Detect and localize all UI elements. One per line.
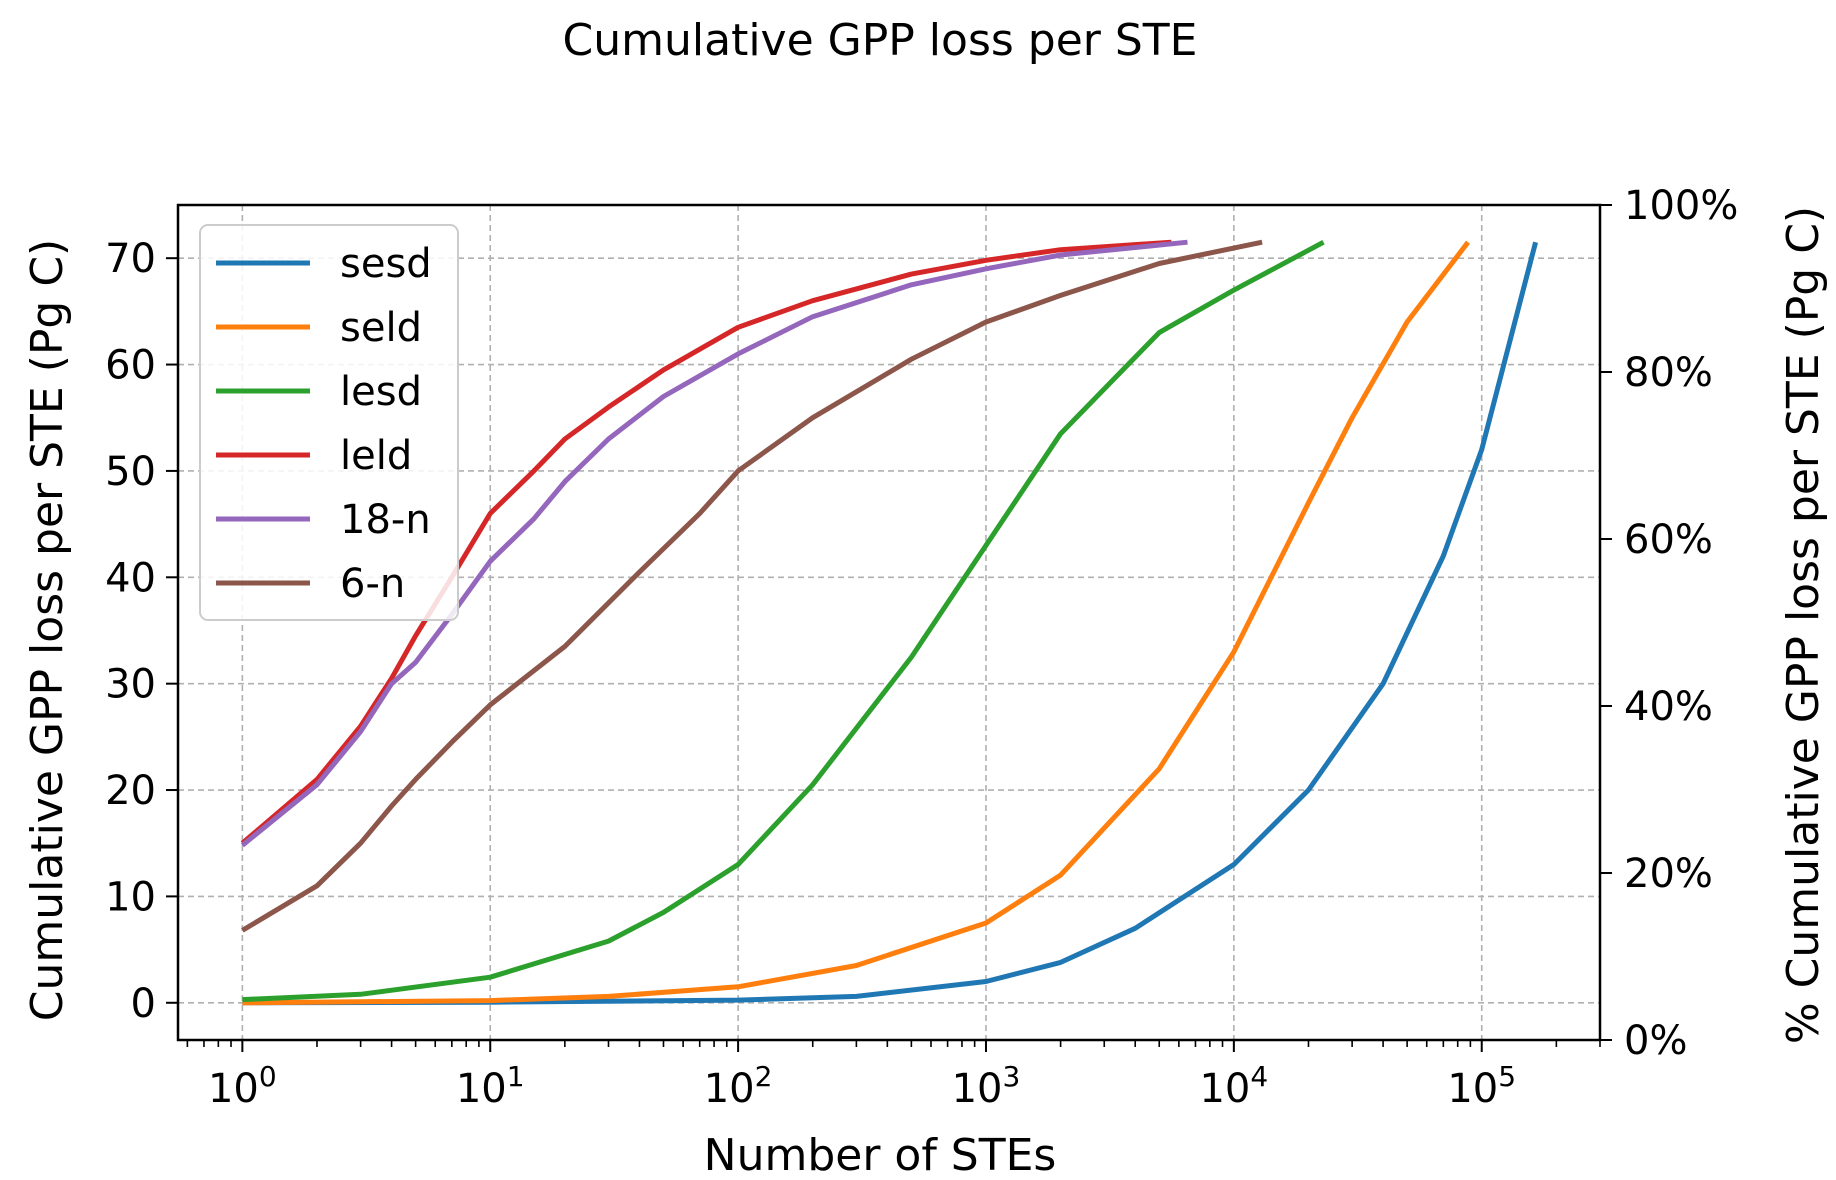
x-axis-label: Number of STEs <box>704 1130 1057 1180</box>
x-tick-label: 103 <box>952 1060 1021 1112</box>
series-line-18-n <box>240 239 1188 848</box>
x-tick-label: 104 <box>1199 1060 1268 1112</box>
legend-label-sesd: sesd <box>340 241 432 287</box>
y-tick-label: 0 <box>131 981 156 1027</box>
axes-layer: 100 101 102 103 104 105 0 10 20 30 40 50 60 70 0% 20% 40… <box>105 183 1738 1112</box>
y-tick-label: 20 <box>105 768 156 814</box>
legend-label-lesd: lesd <box>340 369 422 415</box>
y2-tick-label: 40% <box>1624 684 1713 730</box>
legend-label-18-n: 18-n <box>340 497 431 543</box>
y2-tick-label: 80% <box>1624 350 1713 396</box>
y2-tick-label: 20% <box>1624 851 1713 897</box>
y2-tick-label: 0% <box>1624 1018 1687 1064</box>
legend-label-6-n: 6-n <box>340 561 405 607</box>
y-axis-label: Cumulative GPP loss per STE (Pg C) <box>22 239 73 1021</box>
plot-frame <box>176 203 1602 1042</box>
y-tick-label: 70 <box>105 236 156 282</box>
x-tick-label: 105 <box>1447 1060 1516 1112</box>
chart-title: Cumulative GPP loss per STE <box>563 15 1198 66</box>
series-line-sesd <box>242 241 1539 1006</box>
x-tick-label: 101 <box>456 1060 525 1112</box>
x-tick-label: 100 <box>208 1060 277 1112</box>
series-line-seld <box>242 240 1470 1006</box>
legend-label-leld: leld <box>340 433 412 479</box>
legend: sesd seld lesd leld 18-n 6-n <box>199 224 459 621</box>
y-tick-label: 10 <box>105 874 156 920</box>
y-tick-label: 50 <box>105 449 156 495</box>
series-layer <box>240 239 1539 1006</box>
y-tick-label: 40 <box>105 555 156 601</box>
series-line-6-n <box>241 239 1263 933</box>
y2-tick-label: 100% <box>1624 183 1738 229</box>
y-tick-label: 60 <box>105 343 156 389</box>
series-line-leld <box>240 239 1172 846</box>
y2-axis-label: % Cumulative GPP loss per STE (Pg C) <box>1778 206 1829 1044</box>
legend-label-seld: seld <box>340 305 422 351</box>
y-tick-label: 30 <box>105 662 156 708</box>
y2-tick-label: 60% <box>1624 517 1713 563</box>
x-tick-label: 102 <box>704 1060 773 1112</box>
series-line-lesd <box>242 239 1325 1003</box>
